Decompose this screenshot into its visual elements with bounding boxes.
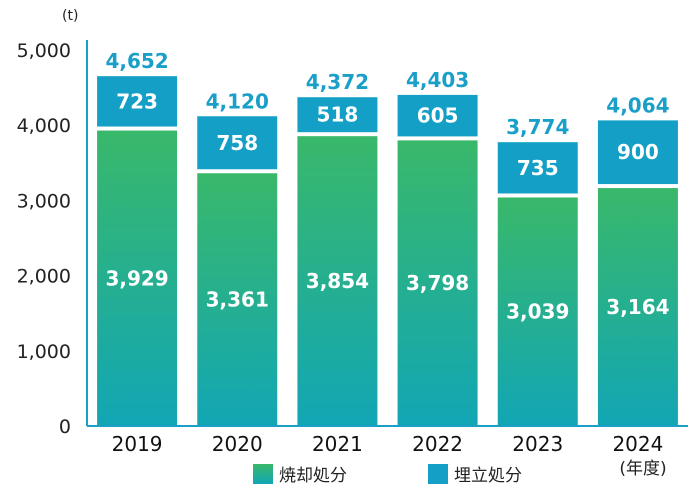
bar-incineration <box>97 130 178 427</box>
y-axis-ticks: 0 1,000 2,000 3,000 4,000 5,000 <box>17 40 71 438</box>
bar-label-incineration: 3,361 <box>206 288 269 312</box>
y-tick-label: 0 <box>59 416 71 438</box>
bar-landfill <box>497 142 578 194</box>
y-tick-label: 5,000 <box>17 40 71 62</box>
x-tick-label: 2019 <box>112 432 163 456</box>
x-tick-label: 2024 <box>612 432 663 456</box>
y-tick-label: 3,000 <box>17 190 71 212</box>
bar-landfill <box>297 97 378 133</box>
x-tick-label: 2023 <box>512 432 563 456</box>
bar-total-label: 4,064 <box>606 93 669 117</box>
bars-group: 3,929 723 4,652 3,361 758 4,120 3,854 518 4,372 3… <box>97 49 678 427</box>
bar-incineration <box>597 188 678 426</box>
bar-total-label: 4,372 <box>306 70 369 94</box>
legend: 焼却処分 埋立処分 <box>253 464 522 486</box>
legend-swatch-incineration <box>253 464 273 484</box>
bar-label-incineration: 3,164 <box>606 295 669 319</box>
bar-label-incineration: 3,039 <box>506 300 569 324</box>
bar-label-landfill: 723 <box>116 89 158 113</box>
bar-label-landfill: 735 <box>517 156 559 180</box>
bar-total-label: 4,403 <box>406 68 469 92</box>
x-tick-label: 2020 <box>212 432 263 456</box>
x-axis-labels: 2019 2020 2021 2022 2023 2024 <box>112 432 664 456</box>
bar-landfill <box>597 120 678 185</box>
y-tick-label: 2,000 <box>17 266 71 288</box>
x-axis-year-unit: (年度) <box>619 459 666 479</box>
bar-total-label: 3,774 <box>506 115 569 139</box>
legend-swatch-landfill <box>428 464 448 484</box>
bar-label-incineration: 3,929 <box>105 266 168 290</box>
bar-label-landfill: 518 <box>317 103 359 127</box>
bar-landfill <box>197 116 278 170</box>
bar-incineration <box>297 136 378 426</box>
bar-total-label: 4,120 <box>206 89 269 113</box>
bar-total-label: 4,652 <box>105 49 168 73</box>
bar-landfill <box>397 94 478 137</box>
bar-landfill <box>97 76 178 127</box>
x-tick-label: 2021 <box>312 432 363 456</box>
bar-incineration <box>397 140 478 427</box>
legend-label-landfill: 埋立処分 <box>454 466 522 486</box>
bar-incineration <box>497 197 578 426</box>
bar-incineration <box>197 173 278 426</box>
bar-label-incineration: 3,854 <box>306 269 369 293</box>
bar-label-landfill: 758 <box>216 131 258 155</box>
bar-label-incineration: 3,798 <box>406 271 469 295</box>
bar-label-landfill: 900 <box>617 140 659 164</box>
y-tick-label: 4,000 <box>17 115 71 137</box>
legend-label-incineration: 焼却処分 <box>279 466 347 486</box>
bar-label-landfill: 605 <box>417 104 459 128</box>
y-tick-label: 1,000 <box>17 341 71 363</box>
y-axis-unit-label: (t) <box>62 8 78 24</box>
x-tick-label: 2022 <box>412 432 463 456</box>
